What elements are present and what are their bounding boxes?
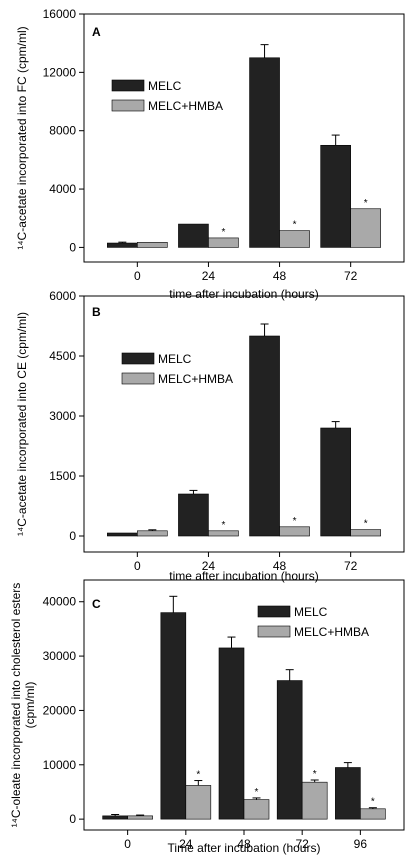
- y-tick-label: 0: [69, 240, 76, 254]
- x-tick-label: 0: [124, 837, 131, 851]
- bar-melc-hmba-48: [243, 799, 270, 820]
- panel-b: 0 1500 3000 4500 6000 0 24 * 48 * 72 * time after in…: [15, 289, 405, 583]
- bar-melc-24: [160, 612, 187, 820]
- significance-marker: *: [364, 519, 368, 530]
- y-tick-label: 3000: [49, 409, 76, 423]
- x-tick-label: 48: [237, 837, 251, 851]
- bar-melc-48: [249, 335, 280, 537]
- x-axis-title: time after incubation (hours): [169, 287, 318, 301]
- bar-melc-96: [335, 767, 361, 820]
- legend-label: MELC: [158, 352, 192, 366]
- significance-marker: *: [364, 198, 368, 209]
- legend-label: MELC+HMBA: [148, 99, 223, 113]
- bar-melc-hmba-96: [360, 808, 386, 820]
- bar-melc-72: [276, 680, 303, 820]
- y-axis-title: ¹⁴C-acetate incorporated into FC (cpm/ml…: [15, 26, 29, 249]
- bar-melc-hmba-72: [301, 781, 328, 820]
- significance-marker: *: [196, 770, 200, 781]
- legend-swatch: [121, 372, 155, 385]
- y-tick-label: 4000: [49, 182, 76, 196]
- significance-marker: *: [293, 220, 297, 231]
- bar-melc-hmba-72: [350, 208, 381, 248]
- bar-melc-24: [178, 493, 209, 537]
- y-tick-label: 30000: [43, 649, 77, 663]
- y-tick-label: 20000: [43, 703, 77, 717]
- bar-melc-hmba-24: [185, 785, 212, 820]
- bar-melc-hmba-0: [137, 530, 168, 537]
- x-axis-title: Time after incubation (hours): [168, 841, 321, 855]
- legend-label: MELC: [294, 605, 328, 619]
- plot-frame: [83, 295, 405, 553]
- bar-melc-hmba-48: [279, 526, 310, 537]
- bar-melc-48: [249, 57, 280, 248]
- x-tick-label: 72: [296, 837, 310, 851]
- panel-a: 0 4000 8000 12000 16000 0 24 * 48 * 72 * time after …: [15, 7, 405, 301]
- significance-marker: *: [221, 520, 225, 531]
- significance-marker: *: [371, 797, 375, 808]
- y-tick-label: 4500: [49, 349, 76, 363]
- significance-marker: *: [255, 787, 259, 798]
- x-tick-label: 24: [202, 269, 216, 283]
- legend-label: MELC: [148, 79, 182, 93]
- legend-swatch: [121, 352, 155, 365]
- panel-letter: A: [92, 25, 101, 39]
- bar-melc-48: [218, 647, 245, 820]
- bar-melc-72: [320, 427, 351, 537]
- legend-swatch: [111, 79, 145, 92]
- bar-melc-24: [178, 223, 209, 248]
- x-tick-label: 48: [273, 269, 287, 283]
- y-tick-label: 40000: [43, 595, 77, 609]
- panel-c: 0 10000 20000 30000 40000 0 24 * 48 * 72 * 96 * Time a…: [9, 579, 405, 855]
- y-tick-label: 12000: [43, 65, 77, 79]
- significance-marker: *: [293, 516, 297, 527]
- y-axis-title-line-1: ¹⁴C-oleate incorporated into cholesterol…: [9, 583, 23, 828]
- y-tick-label: 16000: [43, 7, 77, 21]
- y-tick-label: 1500: [49, 469, 76, 483]
- legend-label: MELC+HMBA: [158, 372, 233, 386]
- x-tick-label: 72: [344, 559, 358, 573]
- x-tick-label: 96: [354, 837, 368, 851]
- x-tick-label: 0: [134, 269, 141, 283]
- x-axis-title: time after incubation (hours): [169, 569, 318, 583]
- bar-melc-hmba-48: [279, 230, 310, 248]
- legend-swatch: [257, 605, 291, 618]
- x-tick-label: 24: [179, 837, 193, 851]
- legend-label: MELC+HMBA: [294, 625, 369, 639]
- bar-melc-hmba-0: [127, 815, 153, 820]
- y-tick-label: 0: [69, 529, 76, 543]
- legend-swatch: [111, 99, 145, 112]
- x-tick-label: 24: [202, 559, 216, 573]
- panel-letter: C: [92, 597, 101, 611]
- y-tick-label: 0: [69, 812, 76, 826]
- legend-swatch: [257, 625, 291, 638]
- plot-frame: [83, 13, 405, 263]
- bar-melc-0: [102, 815, 128, 820]
- bar-melc-hmba-72: [350, 529, 381, 537]
- x-tick-label: 72: [344, 269, 358, 283]
- x-tick-label: 0: [134, 559, 141, 573]
- y-tick-label: 6000: [49, 289, 76, 303]
- bar-melc-0: [107, 242, 138, 248]
- significance-marker: *: [221, 227, 225, 238]
- bar-melc-72: [320, 144, 351, 248]
- bar-melc-hmba-24: [208, 237, 239, 248]
- bar-melc-0: [107, 532, 138, 537]
- y-tick-label: 10000: [43, 758, 77, 772]
- bar-melc-hmba-0: [137, 242, 168, 248]
- significance-marker: *: [313, 769, 317, 780]
- y-axis-title: ¹⁴C-oleate incorporated into cholesterol…: [9, 583, 37, 828]
- y-axis-title-line-2: (cpm/ml): [23, 682, 37, 729]
- bar-melc-hmba-24: [208, 530, 239, 537]
- x-tick-label: 48: [273, 559, 287, 573]
- y-axis-title: ¹⁴C-acetate incorporated into CE (cpm/ml…: [15, 312, 29, 536]
- y-tick-label: 8000: [49, 124, 76, 138]
- panel-letter: B: [92, 305, 101, 319]
